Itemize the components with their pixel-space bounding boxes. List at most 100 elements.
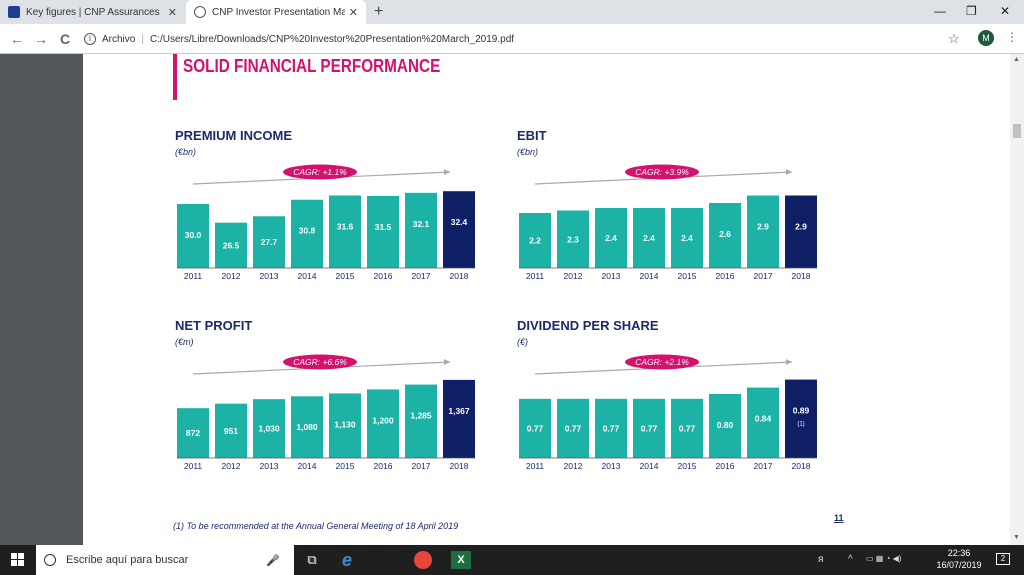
chart-unit: (€bn) <box>175 147 197 157</box>
bar-value-label: 1,285 <box>410 411 432 421</box>
x-tick-label: 2011 <box>526 461 545 471</box>
cagr-bubble <box>283 164 357 180</box>
bar-value-label: 31.5 <box>375 222 392 232</box>
x-tick-label: 2016 <box>716 271 735 281</box>
url-text[interactable]: C:/Users/Libre/Downloads/CNP%20Investor%… <box>149 33 515 45</box>
bar-value-label: 0.80 <box>717 420 734 430</box>
address-bar[interactable]: i Archivo | C:/Users/Libre/Downloads/CNP… <box>84 28 964 50</box>
x-tick-label: 2016 <box>716 461 735 471</box>
cagr-bubble <box>625 164 699 180</box>
bar-value-label: 0.89 <box>793 406 810 416</box>
profile-avatar[interactable]: M <box>978 30 994 46</box>
info-icon[interactable]: i <box>84 33 96 45</box>
x-tick-label: 2016 <box>374 461 393 471</box>
new-tab-button[interactable]: + <box>374 3 384 20</box>
bar-2011 <box>519 398 551 458</box>
bar-2013 <box>253 216 285 268</box>
bar-value-label: 2.6 <box>719 229 731 239</box>
reload-button[interactable]: C <box>60 31 71 47</box>
close-window-button[interactable]: ✕ <box>1000 4 1011 18</box>
bookmark-star-icon[interactable]: ☆ <box>948 31 960 46</box>
tab-close-icon[interactable]: ✕ <box>348 6 358 19</box>
bar-value-label: 32.4 <box>451 217 468 227</box>
tray-chevron-icon[interactable]: ^ <box>848 554 853 565</box>
chart-dividend-per-share: DIVIDEND PER SHARE (€) CAGR: +2.1% 0.77 20… <box>517 318 817 488</box>
windows-start-icon[interactable] <box>11 553 25 567</box>
x-tick-label: 2018 <box>450 271 469 281</box>
bar-value-label: 0.77 <box>527 423 544 433</box>
cagr-bubble <box>283 354 357 370</box>
cagr-label: CAGR: +2.1% <box>635 357 689 367</box>
x-tick-label: 2018 <box>450 461 469 471</box>
cagr-label: CAGR: +3.9% <box>635 167 689 177</box>
edge-icon[interactable]: e <box>341 550 352 570</box>
taskbar-search[interactable]: Escribe aquí para buscar 🎤 <box>36 545 294 575</box>
x-tick-label: 2014 <box>640 461 659 471</box>
trend-arrowhead-icon <box>786 169 792 175</box>
restore-button[interactable]: ❐ <box>966 4 977 18</box>
back-button[interactable]: ← <box>10 31 24 47</box>
bar-value-label: 32.1 <box>413 219 430 229</box>
x-tick-label: 2018 <box>792 461 811 471</box>
cnp-favicon-icon <box>8 6 20 18</box>
excel-icon[interactable]: X <box>451 551 471 569</box>
scrollbar[interactable]: ▲ ▼ <box>1010 54 1024 545</box>
bar-2018 <box>785 195 817 268</box>
x-tick-label: 2012 <box>564 271 583 281</box>
trend-arrowhead-icon <box>786 359 792 365</box>
task-view-icon[interactable]: ⧉ <box>307 552 317 567</box>
bar-value-label: 2.4 <box>605 233 617 243</box>
bar-2014 <box>633 398 665 458</box>
bar-footnote-marker: (1) <box>797 422 804 428</box>
tab-key-figures[interactable]: Key figures | CNP Assurances ✕ <box>0 0 185 24</box>
x-tick-label: 2014 <box>298 271 317 281</box>
x-tick-label: 2017 <box>412 271 431 281</box>
bar-value-label: 30.0 <box>185 230 202 240</box>
bar-2017 <box>405 384 437 458</box>
search-placeholder: Escribe aquí para buscar <box>66 554 189 566</box>
people-icon[interactable]: ᴙ <box>818 554 824 565</box>
scheme-label: Archivo <box>102 33 136 45</box>
scroll-up-icon[interactable]: ▲ <box>1013 56 1020 63</box>
bar-value-label: 2.9 <box>757 222 769 232</box>
x-tick-label: 2018 <box>792 271 811 281</box>
scroll-thumb[interactable] <box>1013 124 1021 138</box>
x-tick-label: 2013 <box>260 271 279 281</box>
bar-2015 <box>671 208 703 268</box>
bar-value-label: 1,130 <box>334 419 356 429</box>
bar-value-label: 2.2 <box>529 236 541 246</box>
bar-2016 <box>367 196 399 268</box>
bar-2011 <box>519 213 551 268</box>
bar-chart: CAGR: +2.1% 0.77 2011 0.77 2012 0.77 2013 0.77 2… <box>519 354 817 471</box>
x-tick-label: 2017 <box>754 271 773 281</box>
minimize-button[interactable]: — <box>934 4 946 18</box>
bar-2013 <box>595 208 627 268</box>
x-tick-label: 2013 <box>260 461 279 471</box>
microphone-icon[interactable]: 🎤 <box>266 554 280 567</box>
page-title: SOLID FINANCIAL PERFORMANCE <box>183 56 441 76</box>
chart-unit: (€) <box>517 337 528 347</box>
pdf-page: SOLID FINANCIAL PERFORMANCE PREMIUM INCO… <box>83 54 1010 545</box>
bar-2018 <box>443 191 475 268</box>
clock[interactable]: 22:36 16/07/2019 <box>934 547 984 571</box>
tab-cnp-presentation[interactable]: CNP Investor Presentation March ✕ <box>186 0 366 24</box>
x-tick-label: 2012 <box>564 461 583 471</box>
bar-2012 <box>215 403 247 458</box>
notifications-icon[interactable]: 2 <box>996 553 1010 565</box>
bar-value-label: 0.77 <box>603 423 620 433</box>
scroll-down-icon[interactable]: ▼ <box>1013 534 1020 541</box>
bar-value-label: 0.77 <box>565 423 582 433</box>
bar-value-label: 0.77 <box>641 423 658 433</box>
browser-menu-icon[interactable]: ⋮ <box>1006 30 1018 44</box>
pdf-viewer: SOLID FINANCIAL PERFORMANCE PREMIUM INCO… <box>0 54 1024 545</box>
x-tick-label: 2017 <box>754 461 773 471</box>
chrome-icon[interactable] <box>414 551 432 569</box>
tray-icons[interactable]: ▭ ▦ ◔ ◀) <box>866 554 902 563</box>
bar-2012 <box>215 222 247 268</box>
cortana-icon <box>44 554 56 566</box>
chart-title: PREMIUM INCOME <box>175 128 292 143</box>
forward-button[interactable]: → <box>34 31 48 47</box>
toolbar: ← → C i Archivo | C:/Users/Libre/Downloa… <box>0 24 1024 54</box>
tab-close-icon[interactable]: ✕ <box>167 6 177 19</box>
bar-value-label: 2.4 <box>681 233 693 243</box>
